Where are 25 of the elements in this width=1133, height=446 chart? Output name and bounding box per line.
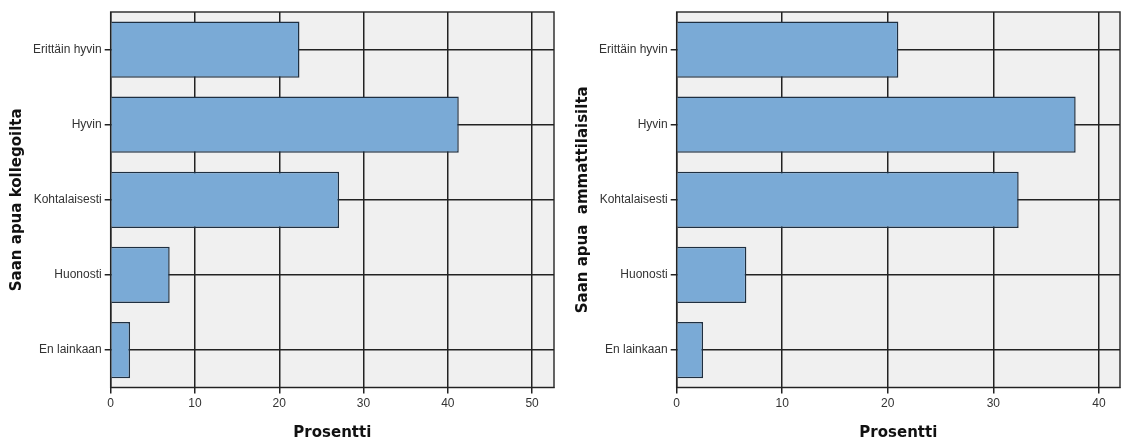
y-tick-label: En lainkaan (604, 342, 668, 357)
x-tick-label: 50 (525, 396, 540, 411)
y-axis-title: Saan apua kollegoilta (6, 108, 25, 292)
x-tick-label: 40 (1092, 396, 1106, 411)
y-tick-label: En lainkaan (38, 342, 102, 357)
y-tick-label: Huonosti (620, 267, 668, 282)
y-tick-label: Erittäin hyvin (32, 41, 102, 56)
x-tick-label: 0 (673, 396, 681, 411)
y-axis-title: Saan apua ammattilaisilta (572, 86, 591, 314)
x-tick-label: 10 (188, 396, 202, 411)
x-tick-label: 10 (775, 396, 790, 411)
x-tick-label: 30 (986, 396, 1001, 411)
y-tick-label: Huonosti (54, 267, 102, 282)
x-tick-label: 40 (441, 396, 455, 411)
x-tick-label: 0 (107, 396, 115, 411)
y-tick-label: Hyvin (71, 116, 102, 131)
y-tick-label: Kohtalaisesti (599, 192, 668, 207)
y-tick-label: Kohtalaisesti (33, 192, 102, 207)
x-axis-title: Prosentti (293, 422, 372, 441)
x-tick-label: 20 (272, 396, 287, 411)
x-axis-title: Prosentti (859, 422, 938, 441)
x-tick-label: 30 (356, 396, 371, 411)
y-tick-label: Hyvin (637, 116, 668, 131)
x-tick-label: 20 (881, 396, 895, 411)
y-tick-label: Erittäin hyvin (598, 41, 668, 56)
